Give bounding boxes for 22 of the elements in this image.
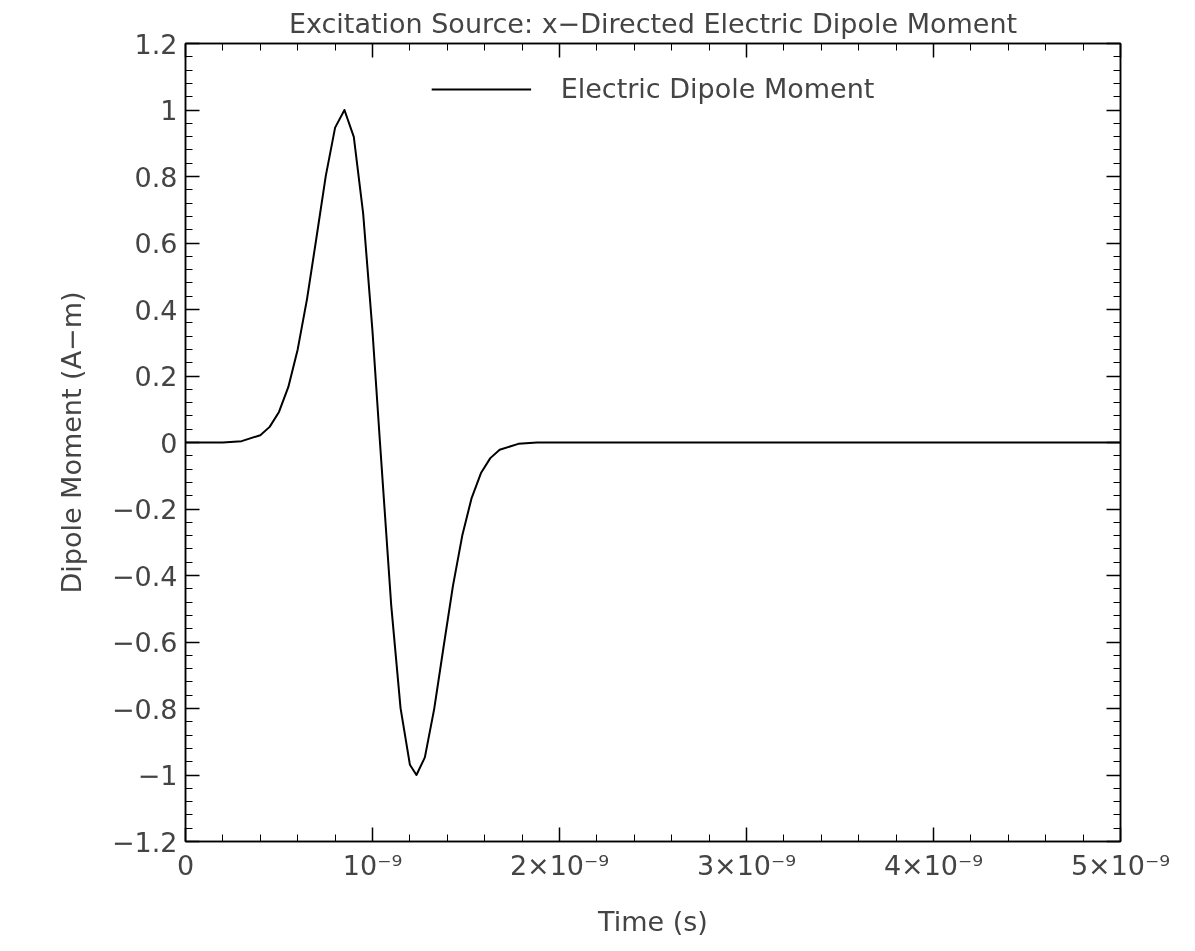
y-tick-label: 0.6 <box>134 228 178 259</box>
y-tick-label: 0 <box>160 427 178 459</box>
y-tick-label: 0.2 <box>134 361 178 392</box>
x-tick-label: 2×10⁻⁹ <box>509 849 610 881</box>
y-tick-label: −1.2 <box>111 826 178 858</box>
y-tick-label: 1.2 <box>134 28 178 60</box>
x-tick-label: 4×10⁻⁹ <box>883 849 984 881</box>
y-tick-label: 1 <box>160 95 178 126</box>
y-tick-label: −0.6 <box>111 627 178 658</box>
y-tick-label: −0.4 <box>111 560 178 592</box>
x-tick-label: 10⁻⁹ <box>342 849 403 881</box>
y-tick-label: 0.4 <box>134 294 178 326</box>
x-tick-label: 3×10⁻⁹ <box>696 849 797 881</box>
chart-title: Excitation Source: x−Directed Electric Dipole Moment <box>288 7 1018 39</box>
y-axis-title: Dipole Moment (A−m) <box>55 291 87 594</box>
y-tick-label: −0.2 <box>111 494 178 525</box>
y-tick-label: 0.8 <box>134 161 178 193</box>
y-tick-label: −1 <box>137 760 178 791</box>
x-axis-title: Time (s) <box>597 905 708 937</box>
y-tick-label: −0.8 <box>111 693 178 725</box>
legend-label: Electric Dipole Moment <box>560 73 875 104</box>
x-tick-label: 5×10⁻⁹ <box>1070 849 1171 881</box>
